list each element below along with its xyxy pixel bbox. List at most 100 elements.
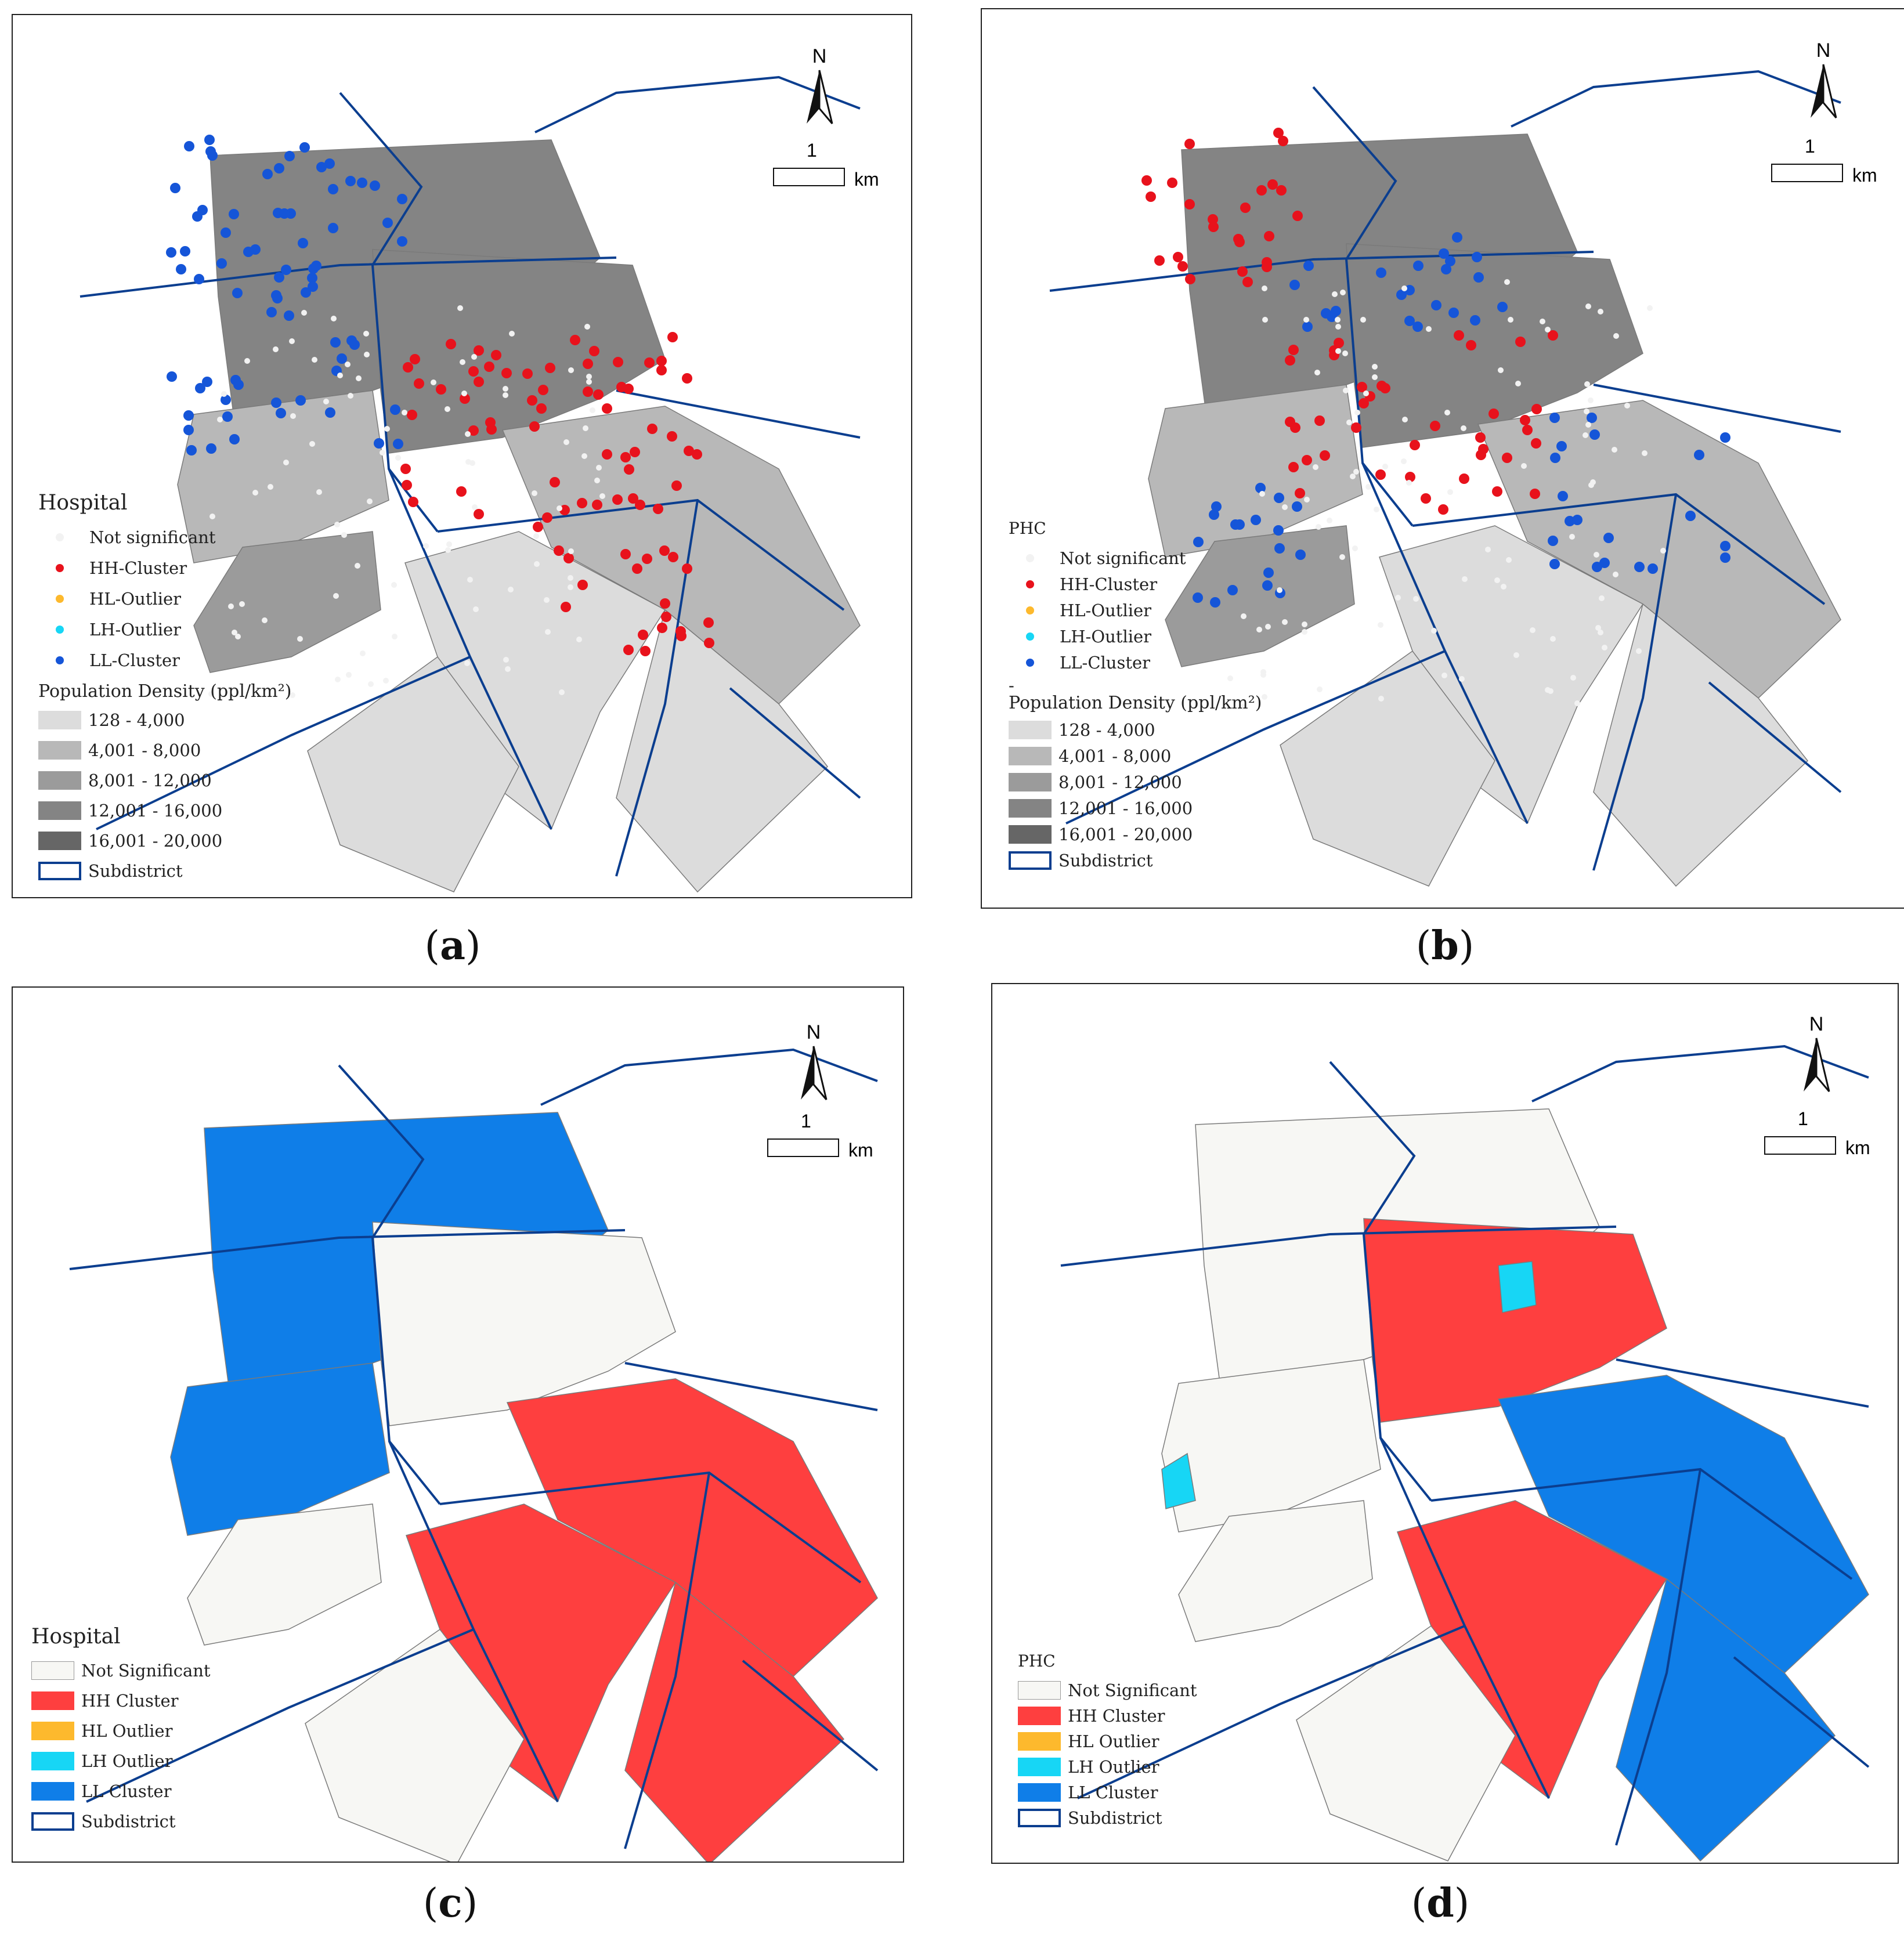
hh-cluster-point xyxy=(583,359,593,369)
hh-cluster-point xyxy=(593,389,604,400)
not-significant-point xyxy=(1485,547,1491,552)
not-significant-point xyxy=(586,379,592,385)
ll-cluster-point xyxy=(281,265,291,275)
not-significant-point xyxy=(1613,333,1619,339)
points-a xyxy=(166,135,714,698)
not-significant-point xyxy=(392,634,398,639)
census-zone-center xyxy=(372,249,666,454)
not-significant-point xyxy=(1613,572,1618,577)
hh-cluster-point xyxy=(1320,450,1330,461)
legend-item-hh: HH Cluster xyxy=(1018,1703,1197,1729)
north-arrow: N xyxy=(796,45,843,131)
not-significant-point xyxy=(334,522,340,527)
hh-cluster-point xyxy=(1359,398,1369,409)
not-significant-point xyxy=(1282,619,1288,625)
legend-item-subdistrict: Subdistrict xyxy=(1009,847,1262,873)
not-significant-point xyxy=(283,460,289,465)
hh-cluster-point xyxy=(529,421,540,432)
not-significant-point xyxy=(1401,285,1407,291)
ll-cluster-point xyxy=(276,408,286,418)
not-significant-point xyxy=(384,426,390,432)
ll-cluster-point xyxy=(266,307,277,317)
not-significant-point xyxy=(1426,326,1432,332)
hh-cluster-point xyxy=(704,638,714,648)
hh-cluster-point xyxy=(1548,330,1558,341)
not-significant-point xyxy=(239,601,245,607)
subdistrict-lines-d xyxy=(1060,1044,1870,1846)
not-significant-point xyxy=(457,305,463,311)
not-significant-point xyxy=(1506,557,1512,563)
scale-bar-box xyxy=(1771,164,1843,182)
not-significant-point xyxy=(1339,554,1345,560)
hh-cluster-point xyxy=(642,554,652,564)
not-significant-point xyxy=(472,504,478,510)
ll-cluster-point xyxy=(274,272,284,283)
ll-cluster-point xyxy=(1439,248,1449,259)
subdistrict-boundary-2 xyxy=(1329,1061,1432,1502)
hh-cluster-point xyxy=(577,580,588,590)
ll-cluster-point xyxy=(284,151,295,161)
not-significant-point xyxy=(235,634,241,639)
hh-cluster-point xyxy=(1430,421,1440,431)
ll-cluster-point xyxy=(222,411,233,422)
not-significant-point xyxy=(1459,676,1465,682)
not-significant-point xyxy=(1265,624,1271,630)
not-significant-point xyxy=(273,346,279,352)
not-significant-point xyxy=(1314,370,1320,375)
ll-cluster-point xyxy=(374,438,384,449)
hh-cluster-point xyxy=(1375,469,1386,480)
not-significant-point xyxy=(503,657,509,663)
ll-cluster-point xyxy=(1210,597,1220,608)
not-significant-point xyxy=(1569,534,1575,540)
ll-cluster-point xyxy=(325,407,335,418)
not-significant-point xyxy=(1240,704,1245,710)
subdistrict-boundary-7 xyxy=(1592,494,1677,871)
ll-cluster-point xyxy=(1262,580,1273,591)
ll-cluster-point xyxy=(1452,232,1462,243)
not-significant-point xyxy=(341,532,347,538)
ll-cluster-point xyxy=(1441,264,1451,274)
not-significant-point xyxy=(1521,463,1527,469)
not-significant-point xyxy=(1406,480,1412,486)
ll-cluster-point xyxy=(1634,562,1645,572)
not-significant-point xyxy=(568,548,574,554)
ll-cluster-point xyxy=(346,335,357,346)
hh-cluster-point xyxy=(1256,185,1267,196)
ll-cluster-point xyxy=(186,445,197,456)
legend-title: Hospital xyxy=(31,1625,121,1649)
ll-cluster-point xyxy=(243,247,254,257)
ll-cluster-point xyxy=(230,375,241,385)
not-significant-point xyxy=(568,584,573,590)
not-significant-point xyxy=(1313,464,1318,470)
not-significant-point xyxy=(599,493,605,499)
not-significant-point xyxy=(583,425,588,431)
not-significant-point xyxy=(1382,464,1388,469)
not-significant-point xyxy=(262,617,268,623)
not-significant-point xyxy=(464,660,470,666)
hh-cluster-point xyxy=(408,497,418,507)
not-significant-point xyxy=(1277,587,1282,593)
hh-cluster-point xyxy=(647,424,657,434)
ll-cluster-point xyxy=(1289,280,1300,290)
density-item-1: 128 - 4,000 xyxy=(1009,717,1262,743)
not-significant-point xyxy=(268,484,273,490)
hh-cluster-point xyxy=(640,646,651,656)
not-significant-point xyxy=(1335,324,1341,330)
hh-cluster-point xyxy=(1295,488,1305,498)
not-significant-point xyxy=(594,478,600,483)
ll-cluster-point xyxy=(1209,509,1219,520)
ll-cluster-point xyxy=(271,397,281,408)
legend-item-not-significant: Not Significant xyxy=(1018,1678,1197,1703)
ll-cluster-point xyxy=(195,383,205,393)
north-label: N xyxy=(812,45,827,67)
not-significant-point xyxy=(1447,489,1453,495)
hh-cluster-point xyxy=(1520,415,1530,425)
not-significant-point xyxy=(1365,484,1371,490)
study-area-b xyxy=(1148,133,1841,887)
not-significant-point xyxy=(1545,687,1551,693)
ll-cluster-point xyxy=(1685,511,1696,521)
hh-cluster-point xyxy=(671,480,682,491)
not-significant-point xyxy=(1501,584,1506,590)
census-zone-lh-2 xyxy=(1498,1261,1537,1313)
ll-cluster-point xyxy=(1292,501,1302,512)
